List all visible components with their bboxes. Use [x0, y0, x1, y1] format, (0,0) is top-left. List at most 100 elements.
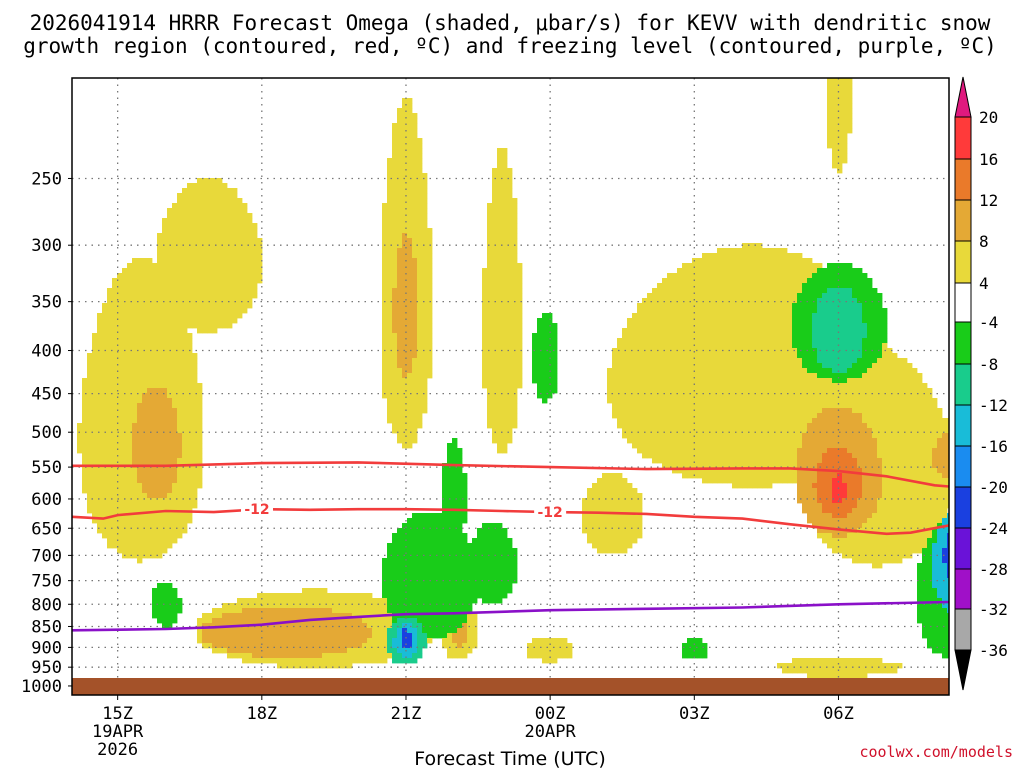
omega-cell — [712, 473, 718, 479]
omega-cell — [387, 408, 393, 414]
omega-cell — [852, 338, 858, 344]
omega-cell — [792, 358, 798, 364]
omega-cell — [167, 283, 173, 289]
omega-cell — [767, 298, 773, 304]
omega-cell — [862, 378, 868, 384]
omega-cell — [812, 388, 818, 394]
omega-cell — [507, 428, 513, 434]
omega-cell — [747, 358, 753, 364]
omega-cell — [847, 328, 853, 334]
omega-cell — [402, 323, 408, 329]
omega-cell — [652, 288, 658, 294]
omega-cell — [637, 388, 643, 394]
omega-cell — [627, 378, 633, 384]
omega-cell — [877, 373, 883, 379]
omega-cell — [517, 323, 523, 329]
omega-cell — [197, 253, 203, 259]
omega-cell — [507, 218, 513, 224]
omega-cell — [157, 393, 163, 399]
omega-cell — [552, 328, 558, 334]
omega-cell — [877, 348, 883, 354]
omega-cell — [672, 278, 678, 284]
omega-cell — [812, 293, 818, 299]
omega-cell — [707, 423, 713, 429]
omega-cell — [177, 273, 183, 279]
omega-cell — [842, 83, 848, 89]
omega-cell — [482, 378, 488, 384]
omega-cell — [82, 478, 88, 484]
omega-cell — [142, 383, 148, 389]
omega-cell — [877, 338, 883, 344]
omega-cell — [672, 313, 678, 319]
omega-cell — [937, 453, 943, 459]
omega-cell — [837, 333, 843, 339]
omega-cell — [142, 373, 148, 379]
omega-cell — [767, 293, 773, 299]
omega-cell — [862, 358, 868, 364]
omega-cell — [407, 158, 413, 164]
omega-cell — [232, 228, 238, 234]
omega-cell — [187, 398, 193, 404]
omega-cell — [862, 468, 868, 474]
omega-cell — [167, 328, 173, 334]
omega-cell — [157, 473, 163, 479]
omega-cell — [177, 468, 183, 474]
omega-cell — [757, 433, 763, 439]
omega-cell — [92, 443, 98, 449]
omega-cell — [647, 413, 653, 419]
omega-cell — [217, 203, 223, 209]
omega-cell — [772, 413, 778, 419]
omega-cell — [722, 338, 728, 344]
omega-cell — [97, 343, 103, 349]
omega-cell — [627, 338, 633, 344]
omega-cell — [872, 468, 878, 474]
omega-cell — [907, 443, 913, 449]
omega-cell — [692, 263, 698, 269]
omega-cell — [682, 463, 688, 469]
omega-cell — [492, 168, 498, 174]
omega-cell — [832, 328, 838, 334]
omega-cell — [817, 403, 823, 409]
omega-cell — [827, 278, 833, 284]
omega-cell — [817, 268, 823, 274]
omega-cell — [662, 313, 668, 319]
omega-cell — [937, 468, 943, 474]
omega-cell — [672, 438, 678, 444]
omega-cell — [757, 308, 763, 314]
omega-cell — [177, 198, 183, 204]
omega-cell — [417, 198, 423, 204]
omega-cell — [382, 288, 388, 294]
omega-cell — [847, 348, 853, 354]
omega-cell — [712, 373, 718, 379]
omega-cell — [897, 443, 903, 449]
omega-cell — [852, 398, 858, 404]
omega-cell — [202, 323, 208, 329]
omega-cell — [412, 373, 418, 379]
omega-cell — [387, 188, 393, 194]
omega-cell — [517, 278, 523, 284]
omega-cell — [402, 278, 408, 284]
omega-cell — [767, 308, 773, 314]
omega-cell — [747, 333, 753, 339]
omega-cell — [862, 413, 868, 419]
omega-cell — [122, 273, 128, 279]
omega-cell — [632, 408, 638, 414]
omega-cell — [487, 393, 493, 399]
omega-cell — [647, 358, 653, 364]
omega-cell — [412, 128, 418, 134]
omega-cell — [97, 378, 103, 384]
omega-cell — [762, 248, 768, 254]
omega-cell — [727, 428, 733, 434]
omega-cell — [687, 293, 693, 299]
omega-cell — [947, 438, 949, 444]
omega-cell — [852, 473, 858, 479]
omega-cell — [662, 358, 668, 364]
omega-cell — [97, 408, 103, 414]
omega-cell — [827, 388, 833, 394]
omega-cell — [807, 303, 813, 309]
omega-cell — [397, 153, 403, 159]
omega-cell — [457, 478, 463, 484]
omega-cell — [92, 358, 98, 364]
omega-cell — [517, 368, 523, 374]
omega-cell — [427, 253, 433, 259]
